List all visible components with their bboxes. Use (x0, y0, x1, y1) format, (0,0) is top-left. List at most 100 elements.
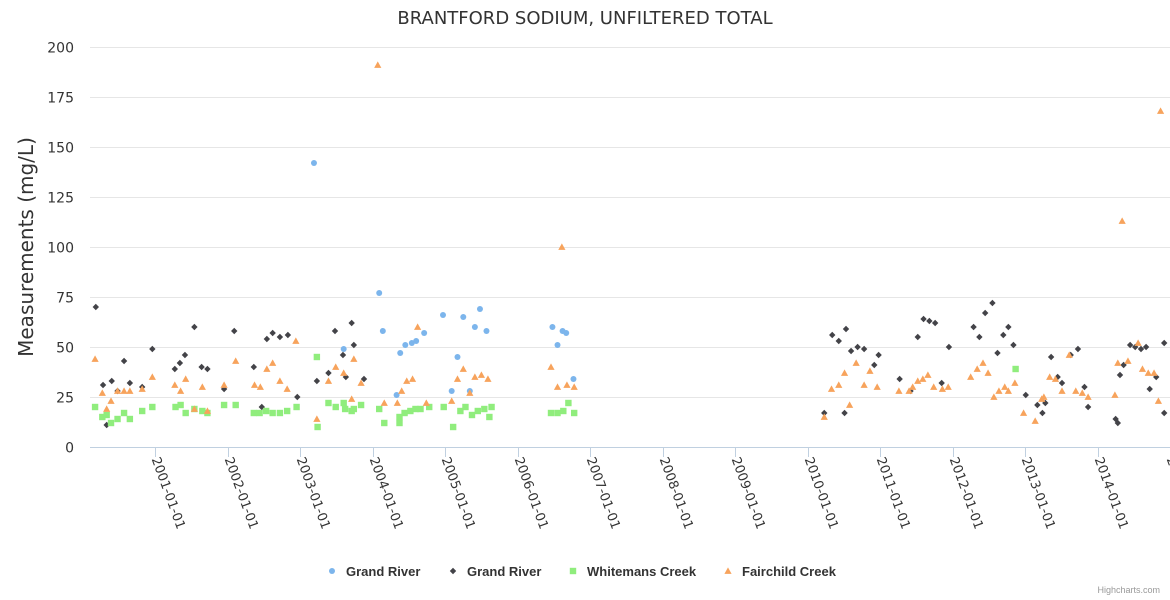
data-point[interactable] (989, 299, 996, 307)
data-point[interactable] (171, 365, 179, 373)
data-point[interactable] (549, 324, 556, 330)
data-point[interactable] (138, 407, 146, 415)
legend-item[interactable]: Grand River (449, 564, 542, 579)
data-point[interactable] (256, 409, 263, 417)
data-point[interactable] (276, 409, 284, 417)
data-point[interactable] (547, 409, 555, 417)
data-point[interactable] (1161, 409, 1168, 417)
data-point[interactable] (422, 399, 430, 406)
data-point[interactable] (873, 383, 881, 390)
data-point[interactable] (553, 383, 562, 390)
data-point[interactable] (313, 377, 321, 385)
data-point[interactable] (262, 407, 270, 415)
data-point[interactable] (99, 381, 107, 389)
data-point[interactable] (314, 423, 321, 431)
data-point[interactable] (376, 405, 383, 413)
data-point[interactable] (1156, 107, 1165, 114)
data-point[interactable] (412, 405, 419, 413)
data-point[interactable] (263, 335, 271, 343)
data-point[interactable] (269, 329, 276, 337)
data-point[interactable] (860, 381, 868, 388)
data-point[interactable] (1004, 387, 1012, 394)
data-point[interactable] (481, 405, 488, 413)
data-point[interactable] (1084, 393, 1092, 400)
data-point[interactable] (1047, 353, 1055, 361)
data-point[interactable] (486, 413, 493, 421)
legend-item[interactable]: Fairchild Creek (724, 564, 837, 579)
data-point[interactable] (984, 369, 992, 376)
data-point[interactable] (325, 369, 332, 377)
data-point[interactable] (440, 403, 447, 411)
data-point[interactable] (325, 399, 332, 407)
data-point[interactable] (1005, 323, 1012, 331)
data-point[interactable] (1019, 409, 1028, 416)
data-point[interactable] (313, 415, 321, 422)
data-point[interactable] (98, 389, 106, 396)
data-point[interactable] (895, 387, 903, 394)
data-point[interactable] (396, 419, 403, 427)
data-point[interactable] (474, 407, 481, 415)
data-point[interactable] (182, 375, 190, 382)
data-point[interactable] (339, 351, 347, 359)
data-point[interactable] (460, 314, 467, 320)
data-point[interactable] (293, 403, 300, 411)
data-point[interactable] (905, 387, 913, 394)
data-point[interactable] (554, 409, 561, 417)
data-point[interactable] (944, 383, 952, 390)
data-point[interactable] (1010, 341, 1017, 349)
data-point[interactable] (1150, 369, 1158, 376)
data-point[interactable] (976, 333, 983, 341)
data-point[interactable] (417, 405, 424, 413)
data-point[interactable] (570, 409, 578, 417)
data-point[interactable] (457, 407, 464, 415)
data-point[interactable] (331, 327, 339, 335)
data-point[interactable] (926, 317, 933, 325)
data-point[interactable] (256, 383, 264, 390)
data-point[interactable] (938, 379, 945, 387)
data-point[interactable] (1072, 387, 1080, 394)
data-point[interactable] (350, 355, 358, 362)
data-point[interactable] (1039, 409, 1046, 417)
data-point[interactable] (871, 361, 878, 369)
data-point[interactable] (931, 319, 939, 327)
data-point[interactable] (348, 395, 356, 402)
data-point[interactable] (149, 403, 156, 411)
data-point[interactable] (250, 409, 258, 417)
data-point[interactable] (92, 303, 99, 311)
data-point[interactable] (835, 337, 842, 345)
data-point[interactable] (393, 392, 400, 398)
data-point[interactable] (909, 383, 917, 390)
data-point[interactable] (1161, 339, 1168, 347)
data-point[interactable] (376, 290, 383, 296)
data-point[interactable] (120, 409, 128, 417)
data-point[interactable] (340, 346, 347, 352)
data-point[interactable] (924, 371, 932, 378)
data-point[interactable] (1144, 369, 1152, 376)
data-point[interactable] (1132, 343, 1139, 351)
data-point[interactable] (570, 383, 578, 390)
data-point[interactable] (284, 331, 292, 339)
data-point[interactable] (380, 399, 388, 406)
data-point[interactable] (204, 365, 211, 373)
data-point[interactable] (994, 349, 1001, 357)
data-point[interactable] (294, 393, 301, 401)
data-point[interactable] (120, 387, 128, 394)
data-point[interactable] (220, 381, 228, 388)
data-point[interactable] (350, 405, 358, 413)
data-point[interactable] (1126, 341, 1134, 349)
data-point[interactable] (357, 379, 365, 386)
data-point[interactable] (979, 359, 987, 366)
data-point[interactable] (276, 377, 284, 384)
data-point[interactable] (177, 401, 184, 409)
data-point[interactable] (459, 365, 467, 372)
data-point[interactable] (476, 306, 483, 312)
data-point[interactable] (396, 413, 403, 421)
data-point[interactable] (103, 411, 110, 419)
data-point[interactable] (471, 373, 479, 380)
data-point[interactable] (421, 330, 428, 336)
data-point[interactable] (171, 381, 179, 388)
legend-item[interactable]: Whitemans Creek (569, 564, 697, 579)
data-point[interactable] (1011, 379, 1019, 386)
data-point[interactable] (126, 415, 134, 423)
data-point[interactable] (149, 345, 156, 353)
